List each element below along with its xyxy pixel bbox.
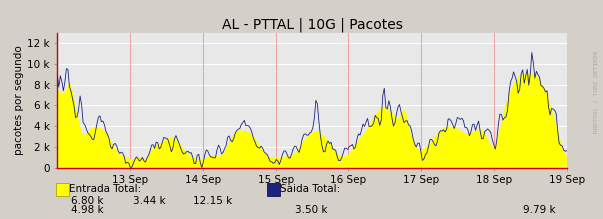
Text: Saida Total:: Saida Total: (280, 184, 341, 194)
Text: 4.98 k: 4.98 k (71, 205, 104, 215)
Text: 3.50 k: 3.50 k (295, 205, 328, 215)
Title: AL - PTTAL | 10G | Pacotes: AL - PTTAL | 10G | Pacotes (222, 18, 402, 32)
Text: 3.44 k: 3.44 k (133, 196, 165, 207)
Text: Entrada Total:: Entrada Total: (69, 184, 142, 194)
Text: 6.80 k: 6.80 k (71, 196, 104, 207)
Text: 12.15 k: 12.15 k (193, 196, 232, 207)
Text: ■: ■ (57, 184, 68, 194)
Text: ■: ■ (268, 184, 279, 194)
Y-axis label: pacotes por segundo: pacotes por segundo (14, 45, 24, 155)
Text: 9.79 k: 9.79 k (523, 205, 556, 215)
Text: RRDTOOL / TOBI OETIKER: RRDTOOL / TOBI OETIKER (593, 51, 598, 133)
